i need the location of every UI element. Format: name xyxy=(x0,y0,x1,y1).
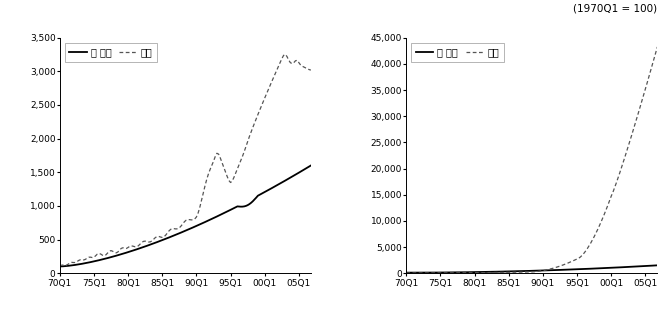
Legend: 전 부문, 통신: 전 부문, 통신 xyxy=(411,42,504,62)
Text: (1970Q1 = 100): (1970Q1 = 100) xyxy=(573,3,657,13)
Legend: 전 부문, 방송: 전 부문, 방송 xyxy=(64,42,157,62)
